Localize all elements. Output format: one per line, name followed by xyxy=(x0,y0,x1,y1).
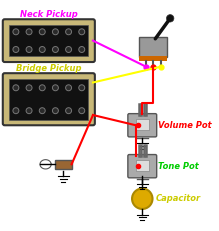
Circle shape xyxy=(66,29,72,35)
Bar xyxy=(140,56,167,61)
Circle shape xyxy=(52,85,58,91)
Circle shape xyxy=(26,108,32,114)
Circle shape xyxy=(79,29,85,35)
Circle shape xyxy=(26,85,32,91)
Circle shape xyxy=(52,29,58,35)
Circle shape xyxy=(79,85,85,91)
Bar xyxy=(9,25,88,56)
Circle shape xyxy=(66,108,72,114)
FancyBboxPatch shape xyxy=(3,73,95,125)
Circle shape xyxy=(79,46,85,52)
Circle shape xyxy=(13,85,19,91)
Circle shape xyxy=(39,29,45,35)
Circle shape xyxy=(52,46,58,52)
Circle shape xyxy=(39,108,45,114)
Bar xyxy=(55,160,72,169)
Bar xyxy=(136,160,149,171)
FancyBboxPatch shape xyxy=(128,155,157,178)
Circle shape xyxy=(66,46,72,52)
Bar xyxy=(9,79,88,120)
Circle shape xyxy=(13,29,19,35)
Circle shape xyxy=(13,108,19,114)
Circle shape xyxy=(26,29,32,35)
FancyBboxPatch shape xyxy=(3,19,95,62)
FancyBboxPatch shape xyxy=(128,114,157,137)
Circle shape xyxy=(39,46,45,52)
Text: Capacitor: Capacitor xyxy=(155,194,200,203)
Text: Tone Pot: Tone Pot xyxy=(158,162,199,171)
Circle shape xyxy=(66,85,72,91)
Circle shape xyxy=(39,85,45,91)
Text: Bridge Pickup: Bridge Pickup xyxy=(16,64,81,73)
Circle shape xyxy=(79,108,85,114)
Circle shape xyxy=(52,108,58,114)
Text: Neck Pickup: Neck Pickup xyxy=(20,10,78,19)
Bar xyxy=(136,119,149,130)
Circle shape xyxy=(26,46,32,52)
Circle shape xyxy=(166,15,174,22)
Bar xyxy=(140,37,167,57)
Text: Volume Pot: Volume Pot xyxy=(158,121,212,130)
Circle shape xyxy=(132,188,152,209)
Circle shape xyxy=(13,46,19,52)
